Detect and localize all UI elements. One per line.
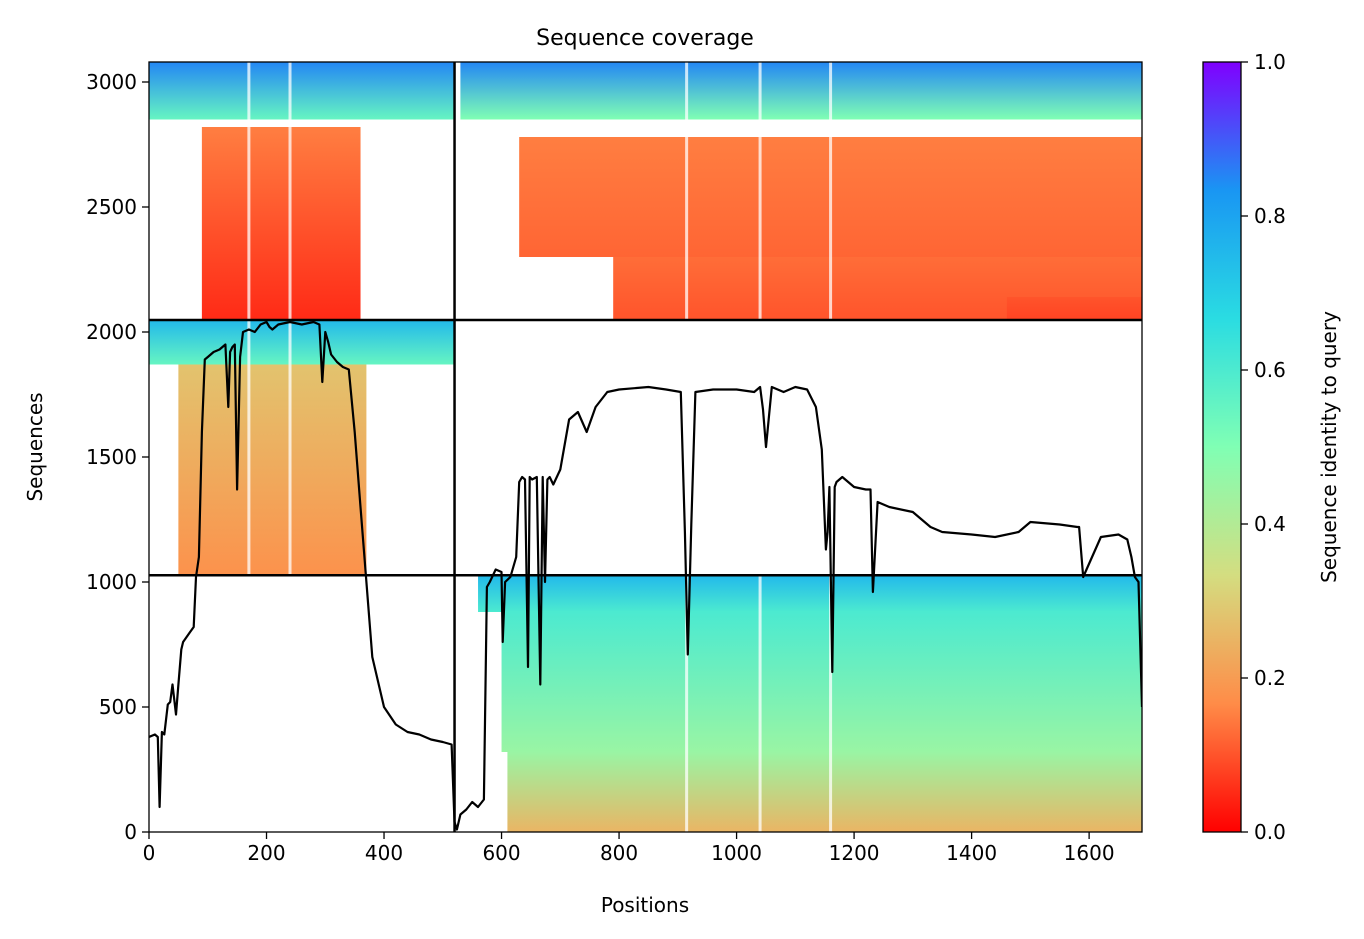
y-axis-ticks: 0 500 1000 1500 2000 2500 3000	[86, 70, 149, 844]
plot-frame	[148, 61, 1143, 833]
white-streak	[247, 62, 251, 832]
coverage-band	[149, 320, 455, 365]
white-streaks	[247, 62, 833, 832]
x-tick-label: 1200	[829, 841, 880, 865]
coverage-line	[149, 320, 1142, 831]
colorbar-tick-label: 0.2	[1254, 666, 1286, 690]
coverage-band	[1006, 297, 1142, 320]
x-tick-label: 400	[365, 841, 403, 865]
x-axis-ticks: 0 200 400 600 800 1000 1200 1400 1600	[143, 832, 1115, 865]
coverage-band	[460, 62, 1142, 120]
y-tick-label: 3000	[86, 70, 137, 94]
coverage-band	[478, 575, 1142, 612]
colorbar-tick-label: 0.0	[1254, 820, 1286, 844]
white-streak	[829, 62, 833, 832]
y-tick-label: 2000	[86, 320, 137, 344]
x-tick-label: 1600	[1064, 841, 1115, 865]
coverage-band	[501, 612, 1142, 752]
plot-area	[149, 62, 1142, 832]
chart-title: Sequence coverage	[536, 26, 754, 51]
coverage-band	[149, 62, 455, 120]
block-top-right	[460, 62, 1142, 320]
block-middle-left	[149, 320, 455, 576]
y-axis-label: Sequences	[23, 392, 47, 501]
colorbar-tick-label: 1.0	[1254, 50, 1286, 74]
coverage-band	[507, 752, 1142, 832]
x-tick-label: 1400	[946, 841, 997, 865]
colorbar-tick-label: 0.6	[1254, 358, 1286, 382]
block-dividers	[149, 62, 1142, 832]
coverage-band	[201, 127, 361, 320]
block-top-left	[149, 62, 455, 320]
x-tick-label: 800	[600, 841, 638, 865]
colorbar	[1202, 61, 1242, 833]
y-tick-label: 1500	[86, 445, 137, 469]
coverage-band	[178, 364, 367, 576]
white-streak	[685, 62, 689, 832]
white-streak	[288, 62, 292, 832]
white-streak	[758, 62, 762, 832]
block-bottom-right	[478, 575, 1142, 832]
colorbar-ticks: 0.0 0.2 0.4 0.6 0.8 1.0	[1241, 50, 1286, 844]
colorbar-tick-label: 0.4	[1254, 512, 1286, 536]
x-axis-label: Positions	[601, 893, 689, 917]
y-tick-label: 2500	[86, 195, 137, 219]
colorbar-label: Sequence identity to query	[1317, 311, 1341, 583]
y-tick-label: 500	[99, 695, 137, 719]
y-tick-label: 1000	[86, 570, 137, 594]
x-tick-label: 1000	[711, 841, 762, 865]
x-tick-label: 200	[247, 841, 285, 865]
y-tick-label: 0	[124, 820, 137, 844]
x-tick-label: 0	[143, 841, 156, 865]
x-tick-label: 600	[482, 841, 520, 865]
colorbar-tick-label: 0.8	[1254, 204, 1286, 228]
heatmap-layer	[149, 62, 1142, 832]
